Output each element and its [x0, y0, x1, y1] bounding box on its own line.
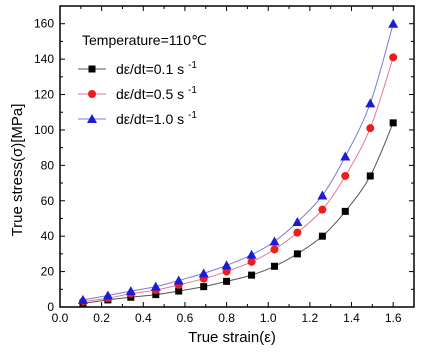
data-point: [366, 172, 374, 180]
data-point: [292, 217, 303, 227]
x-tick-label: 1.4: [343, 311, 360, 325]
data-point: [248, 271, 256, 279]
legend-label: dε/dt=0.1 s -1: [116, 60, 197, 77]
data-point: [223, 277, 231, 285]
x-tick-label: 0.2: [93, 311, 110, 325]
plot-frame: [59, 5, 415, 308]
data-point: [366, 124, 375, 133]
data-point: [246, 249, 257, 259]
legend: Temperature=110℃ dε/dt=0.1 s -1 dε/dt=0.5…: [78, 32, 207, 127]
data-point: [221, 260, 232, 270]
series-3: [77, 18, 399, 304]
data-point: [198, 268, 209, 278]
data-point: [77, 294, 88, 304]
y-tick-label: 60: [41, 194, 55, 208]
legend-marker: [87, 114, 97, 123]
y-tick-label: 160: [34, 17, 54, 31]
y-tick-label: 140: [34, 52, 54, 66]
y-tick-label: 100: [34, 123, 54, 137]
legend-unit-exponent: -1: [188, 85, 197, 96]
data-point: [175, 287, 183, 295]
data-point: [389, 53, 398, 62]
x-tick-label: 1.6: [385, 311, 402, 325]
x-tick-label: 0.8: [218, 311, 235, 325]
data-point: [293, 228, 302, 237]
data-point: [318, 205, 327, 214]
data-point: [247, 257, 256, 266]
y-tick-label: 120: [34, 88, 54, 102]
data-point: [317, 190, 328, 200]
data-point: [222, 267, 231, 276]
legend-label: dε/dt=1.0 s -1: [116, 110, 197, 127]
data-point: [150, 281, 161, 291]
data-point: [102, 290, 113, 300]
data-point: [200, 283, 208, 291]
data-point: [341, 207, 349, 215]
data-point: [125, 286, 136, 296]
data-point: [340, 151, 351, 161]
legend-label: dε/dt=0.5 s -1: [116, 85, 197, 102]
x-tick-label: 0.0: [52, 311, 69, 325]
data-point: [389, 119, 397, 127]
legend-marker: [88, 90, 96, 98]
data-point: [318, 232, 326, 240]
y-axis-label: True stress(σ)[MPa]: [9, 104, 26, 237]
legend-unit-exponent: -1: [188, 60, 197, 71]
data-point: [152, 291, 160, 299]
y-tick-label: 40: [41, 229, 55, 243]
y-tick-label: 20: [41, 265, 55, 279]
legend-unit-exponent: -1: [188, 110, 197, 121]
data-point: [388, 18, 399, 28]
data-point: [270, 262, 278, 270]
data-point: [341, 171, 350, 180]
data-point: [293, 250, 301, 258]
x-tick-label: 1.2: [302, 311, 319, 325]
data-point: [173, 275, 184, 285]
legend-marker: [88, 65, 96, 73]
data-point: [270, 245, 279, 254]
x-tick-label: 0.6: [177, 311, 194, 325]
data-point: [269, 236, 280, 246]
data-point: [365, 98, 376, 108]
temperature-annotation: Temperature=110℃: [82, 32, 207, 48]
y-tick-label: 0: [47, 300, 54, 314]
x-axis-label: True strain(ε): [188, 329, 276, 346]
x-tick-label: 0.4: [135, 311, 152, 325]
y-tick-label: 80: [41, 158, 55, 172]
series-1: [79, 119, 397, 307]
x-tick-label: 1.0: [260, 311, 277, 325]
